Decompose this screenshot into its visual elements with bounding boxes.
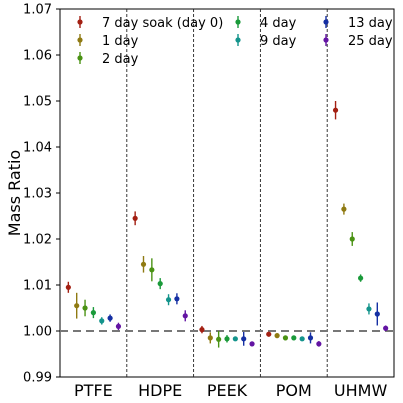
data-point <box>65 284 71 290</box>
legend-marker <box>77 37 83 43</box>
data-point <box>366 306 372 312</box>
plot-area <box>59 8 395 378</box>
y-tick-label: 1.01 <box>23 279 52 294</box>
data-point <box>232 336 238 342</box>
legend: 7 day soak (day 0) 1 day 2 day 4 day 9 day 13… <box>77 16 393 67</box>
data-point <box>182 313 188 319</box>
data-point <box>307 335 314 341</box>
legend-marker <box>235 37 241 43</box>
data-point <box>174 296 180 302</box>
legend-label: 13 day <box>348 16 393 31</box>
legend-label: 1 day <box>102 34 139 49</box>
data-point <box>249 341 255 347</box>
y-tick-label: 1.04 <box>23 141 52 156</box>
legend-marker <box>77 55 83 61</box>
data-point <box>274 333 280 339</box>
data-point <box>349 236 355 242</box>
data-point <box>165 297 172 303</box>
data-point <box>299 336 305 342</box>
legend-marker <box>235 19 241 25</box>
y-tick-label: 1.07 <box>23 3 52 18</box>
x-tick-label: PTFE <box>74 381 113 400</box>
legend-label: 7 day soak (day 0) <box>102 16 223 31</box>
data-point <box>74 303 80 309</box>
data-point <box>291 335 297 341</box>
x-tick-label: PEEK <box>207 381 248 400</box>
y-tick-label: 1.02 <box>23 233 52 248</box>
x-tick-label: UHMW <box>334 381 388 400</box>
y-axis-label: Mass Ratio <box>5 150 24 236</box>
data-point <box>241 336 247 342</box>
y-tick-label: 1.06 <box>23 49 52 64</box>
legend-label: 25 day <box>348 34 393 49</box>
data-marks <box>65 101 389 348</box>
data-point <box>224 336 230 342</box>
data-point <box>374 311 380 317</box>
x-axis: PTFE HDPE PEEK POM UHMW <box>74 381 387 400</box>
data-point <box>149 267 155 273</box>
data-point <box>383 325 389 331</box>
legend-marker <box>323 19 329 25</box>
data-point <box>115 323 122 329</box>
data-point <box>107 315 113 321</box>
data-point <box>82 305 88 311</box>
data-point <box>282 335 289 341</box>
data-point <box>216 336 222 342</box>
data-point <box>316 341 322 347</box>
y-tick-label: 0.99 <box>23 371 52 386</box>
data-point <box>207 335 213 341</box>
data-point <box>341 206 347 212</box>
data-point <box>99 318 105 324</box>
x-tick-label: POM <box>276 381 312 400</box>
y-tick-label: 1.00 <box>23 325 52 340</box>
x-tick-label: HDPE <box>138 381 182 400</box>
data-point <box>132 215 138 221</box>
data-point <box>140 261 147 267</box>
data-point <box>199 327 205 333</box>
legend-label: 9 day <box>260 34 297 49</box>
data-point <box>157 281 163 287</box>
y-axis: 0.99 1.00 1.01 1.02 1.03 1.04 1.05 1.06 1.07 <box>23 3 60 386</box>
y-tick-label: 1.03 <box>23 187 52 202</box>
data-point <box>358 275 364 281</box>
data-point <box>266 331 272 337</box>
y-tick-label: 1.05 <box>23 95 52 110</box>
legend-label: 4 day <box>260 16 297 31</box>
data-point <box>90 310 96 316</box>
legend-label: 2 day <box>102 52 139 67</box>
legend-marker <box>323 37 329 43</box>
category-separators <box>126 9 328 377</box>
data-point <box>332 107 339 113</box>
legend-marker <box>77 19 83 25</box>
